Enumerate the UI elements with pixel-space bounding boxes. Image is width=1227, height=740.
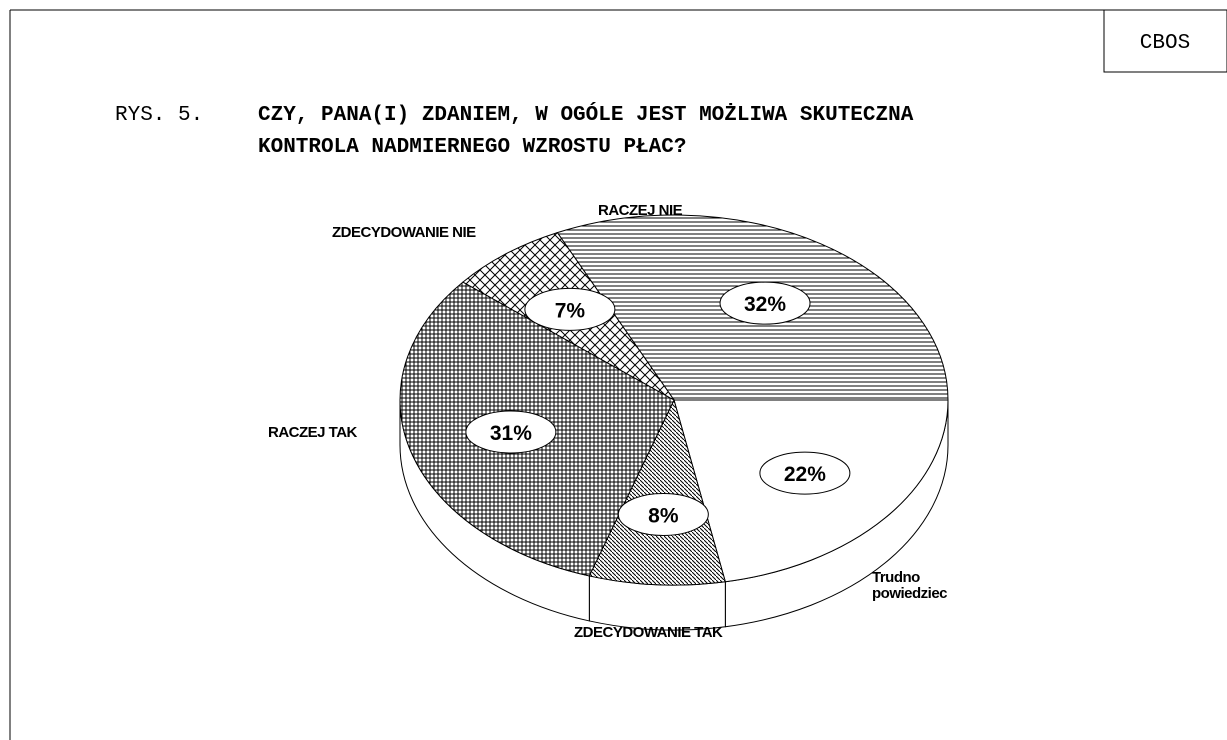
value-label-bg xyxy=(465,410,557,454)
category-label: ZDECYDOWANIE NIE xyxy=(332,224,476,241)
category-label: RACZEJ NIE xyxy=(598,202,683,219)
value-label: 31% xyxy=(490,422,532,445)
category-label: RACZEJ TAK xyxy=(268,424,357,441)
source-label: CBOS xyxy=(1140,32,1190,55)
value-label-bg xyxy=(524,287,616,331)
value-label: 7% xyxy=(555,299,586,322)
value-label-bg xyxy=(719,281,811,325)
value-label: 32% xyxy=(744,293,786,316)
value-label-bg xyxy=(759,451,851,495)
source-box xyxy=(1103,9,1227,73)
value-label-bg xyxy=(617,492,709,536)
value-label: 22% xyxy=(784,463,826,486)
chart-title: CZY, PANA(I) ZDANIEM, W OGÓLE JEST MOŻLI… xyxy=(258,103,914,127)
slice xyxy=(588,398,726,586)
chart-title: KONTROLA NADMIERNEGO WZROSTU PŁAC? xyxy=(258,136,686,159)
category-label: Trudno powiedziec xyxy=(872,569,948,602)
value-label: 8% xyxy=(648,504,679,527)
category-label: ZDECYDOWANIE TAK xyxy=(574,624,723,641)
figure-label: RYS. 5. xyxy=(115,104,203,127)
